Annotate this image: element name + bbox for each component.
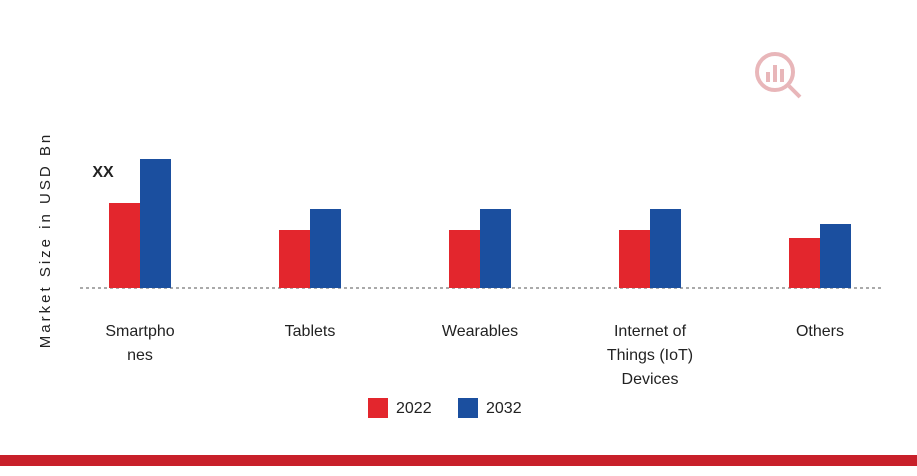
legend-swatch [368, 398, 388, 418]
bar [650, 209, 681, 288]
bar [279, 230, 310, 288]
x-tick-label: Smartpho nes [105, 323, 174, 364]
annotation: XX [92, 164, 114, 181]
bar [619, 230, 650, 288]
bar [820, 224, 851, 288]
legend-label: 2022 [396, 400, 432, 417]
y-axis-label: Market Size in USD Bn [37, 132, 54, 348]
bar [109, 203, 140, 288]
bar [789, 238, 820, 288]
bar [480, 209, 511, 288]
bar [140, 159, 171, 288]
legend-label: 2032 [486, 400, 522, 417]
bar [310, 209, 341, 288]
logo [755, 52, 802, 99]
x-tick-label: Tablets [285, 323, 336, 340]
footer-bar [0, 455, 917, 466]
legend-swatch [458, 398, 478, 418]
x-tick-label: Others [796, 323, 844, 340]
bar [449, 230, 480, 288]
x-tick-label: Wearables [442, 323, 518, 340]
x-tick-label: Internet of Things (IoT) Devices [607, 323, 693, 388]
